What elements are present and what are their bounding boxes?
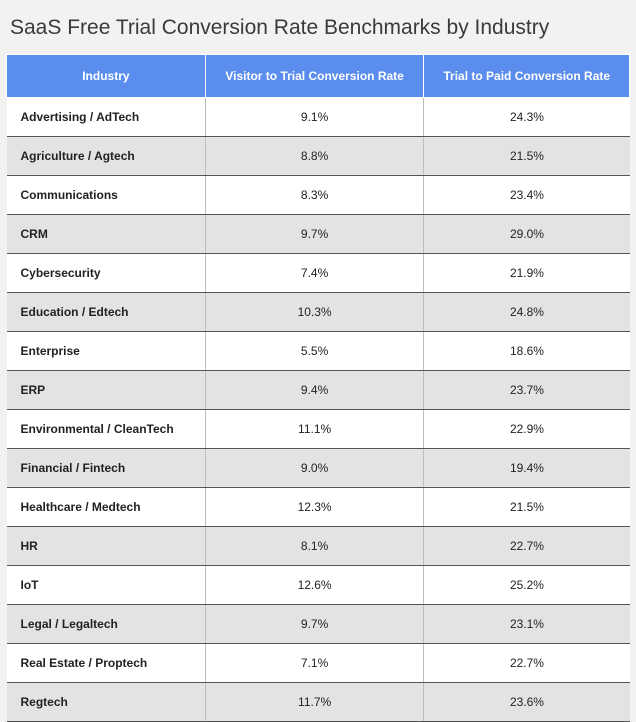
- cell-industry: Legal / Legaltech: [7, 605, 206, 644]
- table-row: HR8.1%22.7%: [7, 527, 630, 566]
- cell-industry: ERP: [7, 371, 206, 410]
- page-title: SaaS Free Trial Conversion Rate Benchmar…: [6, 10, 630, 54]
- cell-industry: HR: [7, 527, 206, 566]
- table-row: Communications8.3%23.4%: [7, 176, 630, 215]
- cell-visitor-to-trial: 9.0%: [205, 449, 424, 488]
- col-header-industry: Industry: [7, 55, 206, 98]
- benchmarks-table: Industry Visitor to Trial Conversion Rat…: [6, 54, 630, 722]
- table-row: Enterprise5.5%18.6%: [7, 332, 630, 371]
- table-row: Environmental / CleanTech11.1%22.9%: [7, 410, 630, 449]
- cell-industry: Healthcare / Medtech: [7, 488, 206, 527]
- cell-industry: Regtech: [7, 683, 206, 722]
- cell-visitor-to-trial: 7.4%: [205, 254, 424, 293]
- cell-visitor-to-trial: 9.4%: [205, 371, 424, 410]
- table-row: ERP9.4%23.7%: [7, 371, 630, 410]
- cell-trial-to-paid: 23.1%: [424, 605, 630, 644]
- table-row: CRM9.7%29.0%: [7, 215, 630, 254]
- cell-industry: Environmental / CleanTech: [7, 410, 206, 449]
- cell-trial-to-paid: 23.4%: [424, 176, 630, 215]
- cell-industry: Cybersecurity: [7, 254, 206, 293]
- cell-visitor-to-trial: 11.7%: [205, 683, 424, 722]
- cell-trial-to-paid: 23.7%: [424, 371, 630, 410]
- col-header-trial-to-paid: Trial to Paid Conversion Rate: [424, 55, 630, 98]
- page-container: SaaS Free Trial Conversion Rate Benchmar…: [0, 0, 636, 722]
- cell-industry: Financial / Fintech: [7, 449, 206, 488]
- cell-visitor-to-trial: 5.5%: [205, 332, 424, 371]
- cell-trial-to-paid: 21.5%: [424, 137, 630, 176]
- cell-visitor-to-trial: 12.3%: [205, 488, 424, 527]
- cell-visitor-to-trial: 10.3%: [205, 293, 424, 332]
- table-row: Real Estate / Proptech7.1%22.7%: [7, 644, 630, 683]
- table-row: Agriculture / Agtech8.8%21.5%: [7, 137, 630, 176]
- cell-industry: Advertising / AdTech: [7, 98, 206, 137]
- table-row: Cybersecurity7.4%21.9%: [7, 254, 630, 293]
- cell-trial-to-paid: 18.6%: [424, 332, 630, 371]
- cell-industry: Enterprise: [7, 332, 206, 371]
- cell-trial-to-paid: 22.9%: [424, 410, 630, 449]
- cell-visitor-to-trial: 8.1%: [205, 527, 424, 566]
- cell-trial-to-paid: 24.3%: [424, 98, 630, 137]
- table-row: IoT12.6%25.2%: [7, 566, 630, 605]
- cell-visitor-to-trial: 7.1%: [205, 644, 424, 683]
- cell-visitor-to-trial: 12.6%: [205, 566, 424, 605]
- table-row: Financial / Fintech9.0%19.4%: [7, 449, 630, 488]
- cell-industry: Agriculture / Agtech: [7, 137, 206, 176]
- cell-visitor-to-trial: 9.7%: [205, 605, 424, 644]
- cell-industry: Real Estate / Proptech: [7, 644, 206, 683]
- cell-trial-to-paid: 19.4%: [424, 449, 630, 488]
- cell-trial-to-paid: 29.0%: [424, 215, 630, 254]
- cell-visitor-to-trial: 9.1%: [205, 98, 424, 137]
- cell-trial-to-paid: 21.9%: [424, 254, 630, 293]
- cell-trial-to-paid: 22.7%: [424, 527, 630, 566]
- table-row: Regtech11.7%23.6%: [7, 683, 630, 722]
- cell-trial-to-paid: 21.5%: [424, 488, 630, 527]
- cell-industry: Education / Edtech: [7, 293, 206, 332]
- cell-industry: Communications: [7, 176, 206, 215]
- cell-trial-to-paid: 22.7%: [424, 644, 630, 683]
- cell-trial-to-paid: 24.8%: [424, 293, 630, 332]
- cell-visitor-to-trial: 11.1%: [205, 410, 424, 449]
- table-header-row: Industry Visitor to Trial Conversion Rat…: [7, 55, 630, 98]
- table-row: Legal / Legaltech9.7%23.1%: [7, 605, 630, 644]
- cell-visitor-to-trial: 9.7%: [205, 215, 424, 254]
- table-row: Healthcare / Medtech12.3%21.5%: [7, 488, 630, 527]
- cell-industry: IoT: [7, 566, 206, 605]
- table-row: Education / Edtech10.3%24.8%: [7, 293, 630, 332]
- cell-industry: CRM: [7, 215, 206, 254]
- table-body: Advertising / AdTech9.1%24.3%Agriculture…: [7, 98, 630, 722]
- cell-trial-to-paid: 23.6%: [424, 683, 630, 722]
- cell-visitor-to-trial: 8.3%: [205, 176, 424, 215]
- col-header-visitor-to-trial: Visitor to Trial Conversion Rate: [205, 55, 424, 98]
- table-row: Advertising / AdTech9.1%24.3%: [7, 98, 630, 137]
- cell-trial-to-paid: 25.2%: [424, 566, 630, 605]
- cell-visitor-to-trial: 8.8%: [205, 137, 424, 176]
